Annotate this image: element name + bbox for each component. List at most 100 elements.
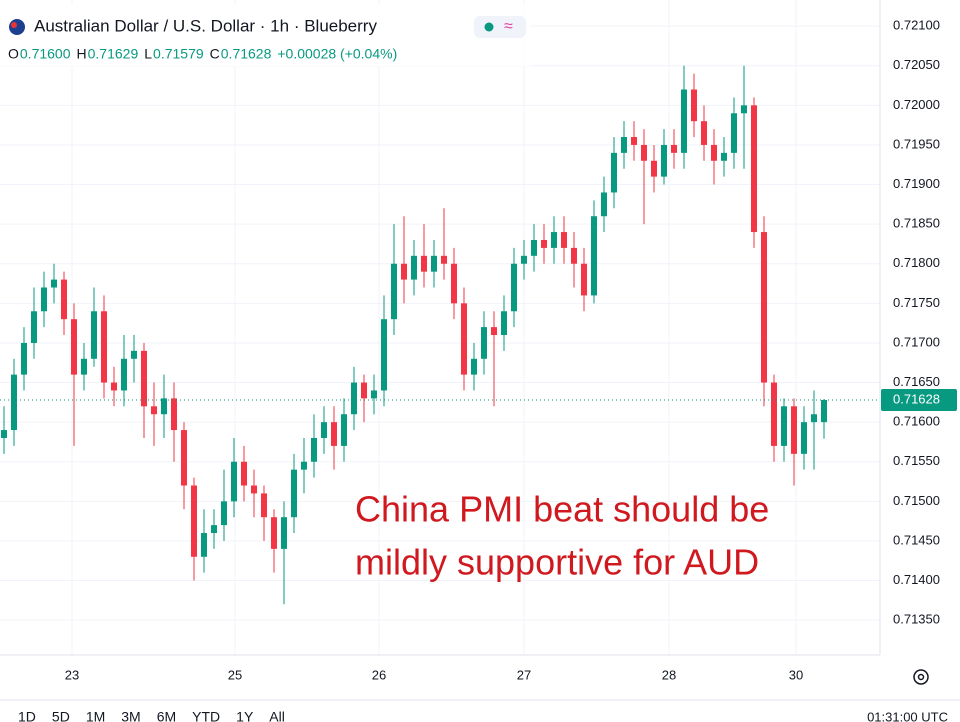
y-tick-label: 0.71800 bbox=[893, 255, 940, 270]
candle-body bbox=[181, 430, 187, 486]
candle-body bbox=[671, 144, 677, 153]
candle-body bbox=[651, 160, 657, 177]
settings-icon[interactable] bbox=[913, 669, 929, 685]
y-tick-label: 0.71500 bbox=[893, 493, 940, 508]
flag-icon bbox=[11, 22, 17, 28]
x-tick-label: 30 bbox=[789, 667, 803, 682]
candle-body bbox=[161, 398, 167, 415]
candle-body bbox=[321, 422, 327, 438]
toolbar-button[interactable]: 5D bbox=[52, 709, 70, 722]
candle-body bbox=[661, 144, 667, 177]
last-price-label: 0.71628 bbox=[893, 391, 940, 406]
ohlc-c-label: C bbox=[210, 46, 220, 62]
status-icon: ≈ bbox=[504, 18, 513, 35]
candle-body bbox=[281, 517, 287, 549]
candle-body bbox=[531, 239, 537, 256]
candle-body bbox=[811, 414, 817, 423]
candle-body bbox=[51, 279, 57, 288]
candle-body bbox=[411, 255, 417, 280]
candle-body bbox=[791, 406, 797, 454]
candle-body bbox=[681, 89, 687, 153]
candle-body bbox=[471, 358, 477, 375]
y-tick-label: 0.71900 bbox=[893, 176, 940, 191]
candle-body bbox=[461, 303, 467, 375]
candle-body bbox=[1, 430, 7, 438]
candle-body bbox=[231, 461, 237, 502]
candle-body bbox=[621, 137, 627, 153]
y-tick-label: 0.72000 bbox=[893, 97, 940, 112]
candle-body bbox=[551, 232, 557, 248]
y-tick-label: 0.71350 bbox=[893, 612, 940, 627]
toolbar-button[interactable]: 6M bbox=[157, 709, 176, 722]
y-tick-label: 0.71850 bbox=[893, 216, 940, 231]
status-badge[interactable] bbox=[474, 16, 526, 38]
candle-body bbox=[601, 192, 607, 217]
toolbar: 1D 5D 1M 3M 6M YTD 1Y All bbox=[18, 709, 285, 722]
candle-body bbox=[731, 113, 737, 153]
candle-body bbox=[91, 311, 97, 359]
ohlc-open: 0.71600 bbox=[20, 46, 71, 62]
candle-body bbox=[691, 89, 697, 122]
candle-body bbox=[151, 406, 157, 415]
candle-body bbox=[561, 232, 567, 248]
candle-body bbox=[131, 350, 137, 359]
y-tick-label: 0.72100 bbox=[893, 18, 940, 33]
candle-body bbox=[801, 422, 807, 454]
last-price-box bbox=[881, 388, 957, 411]
toolbar-button[interactable]: 3M bbox=[121, 709, 140, 722]
candle-body bbox=[741, 105, 747, 114]
x-tick-label: 26 bbox=[372, 667, 386, 682]
candle-body bbox=[41, 287, 47, 312]
candle-body bbox=[591, 216, 597, 296]
candle-body bbox=[31, 311, 37, 343]
ohlc-close: 0.71628 bbox=[221, 46, 272, 62]
candle-body bbox=[451, 263, 457, 304]
candle-body bbox=[631, 137, 637, 145]
ohlc-o-label: O bbox=[8, 46, 19, 62]
annotation-text: China PMI beat should be bbox=[355, 489, 769, 530]
candle-body bbox=[511, 263, 517, 312]
y-tick-label: 0.71550 bbox=[893, 453, 940, 468]
candle-body bbox=[351, 382, 357, 415]
y-tick-label: 0.71650 bbox=[893, 374, 940, 389]
candle-body bbox=[521, 255, 527, 264]
candle-body bbox=[71, 319, 77, 375]
candle-body bbox=[271, 517, 277, 549]
candle-body bbox=[371, 390, 377, 399]
y-tick-label: 0.71450 bbox=[893, 532, 940, 547]
candle-body bbox=[761, 232, 767, 383]
toolbar-button[interactable]: 1D bbox=[18, 709, 36, 722]
settings-icon bbox=[917, 673, 925, 681]
candle-body bbox=[421, 255, 427, 272]
ohlc-change: +0.00028 (+0.04%) bbox=[277, 46, 397, 62]
toolbar-button[interactable]: 1M bbox=[86, 709, 105, 722]
candle-body bbox=[751, 105, 757, 233]
toolbar-button[interactable]: 1Y bbox=[236, 709, 254, 722]
candle-body bbox=[261, 493, 267, 518]
ohlc-l-label: L bbox=[144, 46, 152, 62]
candle-body bbox=[211, 525, 217, 534]
candle-body bbox=[481, 327, 487, 359]
candle-body bbox=[221, 501, 227, 526]
candle-body bbox=[141, 350, 147, 407]
ohlc-low: 0.71579 bbox=[153, 46, 204, 62]
candle-body bbox=[121, 358, 127, 391]
y-tick-label: 0.71700 bbox=[893, 334, 940, 349]
candle-body bbox=[171, 398, 177, 431]
candle-body bbox=[581, 263, 587, 296]
candle-body bbox=[101, 311, 107, 383]
candle-body bbox=[431, 255, 437, 272]
candle-body bbox=[201, 533, 207, 557]
candle-body bbox=[21, 342, 27, 375]
candle-body bbox=[711, 144, 717, 161]
header-bg bbox=[0, 4, 530, 66]
candle-body bbox=[541, 239, 547, 248]
candle-body bbox=[61, 279, 67, 320]
toolbar-button[interactable]: All bbox=[269, 709, 285, 722]
toolbar-button[interactable]: YTD bbox=[192, 709, 220, 722]
candle-body bbox=[641, 144, 647, 161]
ohlc-high: 0.71629 bbox=[88, 46, 139, 62]
x-tick-label: 27 bbox=[517, 667, 531, 682]
y-tick-label: 0.71400 bbox=[893, 572, 940, 587]
